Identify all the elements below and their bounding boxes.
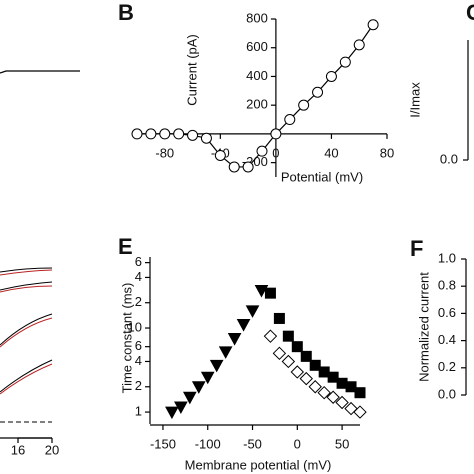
x-tick-label: 80 — [380, 145, 394, 160]
point — [273, 312, 285, 324]
y-axis-label: Current (pA) — [184, 34, 199, 106]
point — [218, 346, 233, 359]
y-tick-label: 0.0 — [438, 386, 456, 401]
point — [284, 114, 296, 126]
point — [228, 161, 240, 173]
point — [327, 371, 339, 383]
point — [326, 390, 340, 404]
point — [214, 149, 226, 161]
x-axis-label: Membrane potential (mV) — [185, 457, 332, 472]
point — [367, 19, 379, 31]
y-tick-label: 10 — [128, 319, 142, 334]
point — [236, 319, 251, 332]
point — [317, 385, 331, 400]
x-tick-label: -100 — [195, 436, 221, 451]
x-tick-label: 20 — [45, 442, 59, 457]
y-tick-label: 2 — [135, 378, 142, 393]
trace — [0, 70, 80, 74]
point — [187, 129, 199, 141]
point — [325, 70, 337, 82]
x-axis-label: Potential (mV) — [281, 169, 363, 184]
y-tick-label: 2 — [135, 294, 142, 309]
point — [174, 401, 188, 415]
point — [145, 128, 157, 140]
x-tick-label: 50 — [335, 436, 349, 451]
x-tick-label: 0 — [294, 436, 301, 451]
y-axis-label: Time constant (ms) — [119, 283, 134, 394]
y-axis-label: Normalized current — [416, 272, 431, 382]
point — [200, 371, 215, 385]
point — [242, 161, 254, 173]
point — [290, 365, 305, 379]
y-tick-label: 0.0 — [440, 151, 458, 166]
y-tick-label: 0.6 — [438, 305, 456, 320]
point — [335, 395, 349, 410]
x-tick-label: 0 — [272, 145, 279, 160]
y-tick-label: 800 — [246, 10, 268, 25]
y-tick-label: 1 — [135, 404, 142, 419]
point — [353, 39, 365, 51]
point — [263, 329, 278, 343]
y-tick-label: 200 — [246, 97, 268, 112]
point — [182, 391, 197, 405]
point — [282, 330, 294, 342]
y-tick-label: 6 — [135, 254, 142, 269]
x-tick-label: 40 — [324, 145, 338, 160]
point — [254, 284, 269, 298]
x-tick-label: -80 — [155, 145, 174, 160]
y-tick-label: 400 — [246, 68, 268, 83]
point — [298, 99, 310, 111]
point — [354, 387, 366, 399]
y-tick-label: 4 — [135, 269, 142, 284]
y-tick-label: 0.2 — [438, 359, 456, 374]
point — [200, 132, 212, 144]
traces — [0, 267, 53, 439]
y-tick-label: 4 — [135, 353, 142, 368]
y-tick-label: 600 — [246, 39, 268, 54]
y-tick-label: 6 — [135, 338, 142, 353]
point — [159, 128, 171, 140]
point — [270, 128, 282, 140]
point — [345, 381, 357, 393]
point — [131, 128, 143, 140]
point — [209, 359, 224, 373]
point — [165, 406, 179, 420]
y-tick-label: 0.8 — [438, 278, 456, 293]
panel-label: F — [410, 236, 423, 261]
point — [272, 346, 287, 361]
x-tick-label: -50 — [243, 436, 262, 451]
y-axis-label: I/Imax — [407, 82, 422, 118]
point — [256, 145, 268, 157]
y-tick-label: 0.4 — [438, 332, 456, 347]
point — [227, 333, 242, 346]
point — [245, 305, 260, 318]
point — [281, 354, 296, 369]
point — [309, 359, 321, 371]
x-tick-label: -150 — [150, 436, 176, 451]
y-tick-label: 1.0 — [438, 250, 456, 265]
point — [353, 405, 367, 419]
point — [173, 128, 185, 140]
point — [191, 381, 206, 394]
panel-label: C — [466, 0, 474, 25]
point — [291, 341, 303, 353]
point — [299, 371, 313, 386]
x-tick-label: 16 — [11, 442, 25, 457]
point — [308, 380, 322, 394]
panel-label: E — [118, 234, 133, 259]
point — [264, 287, 276, 299]
point — [300, 350, 312, 362]
point — [312, 86, 324, 98]
panel-label: B — [118, 0, 134, 25]
point — [339, 56, 351, 68]
